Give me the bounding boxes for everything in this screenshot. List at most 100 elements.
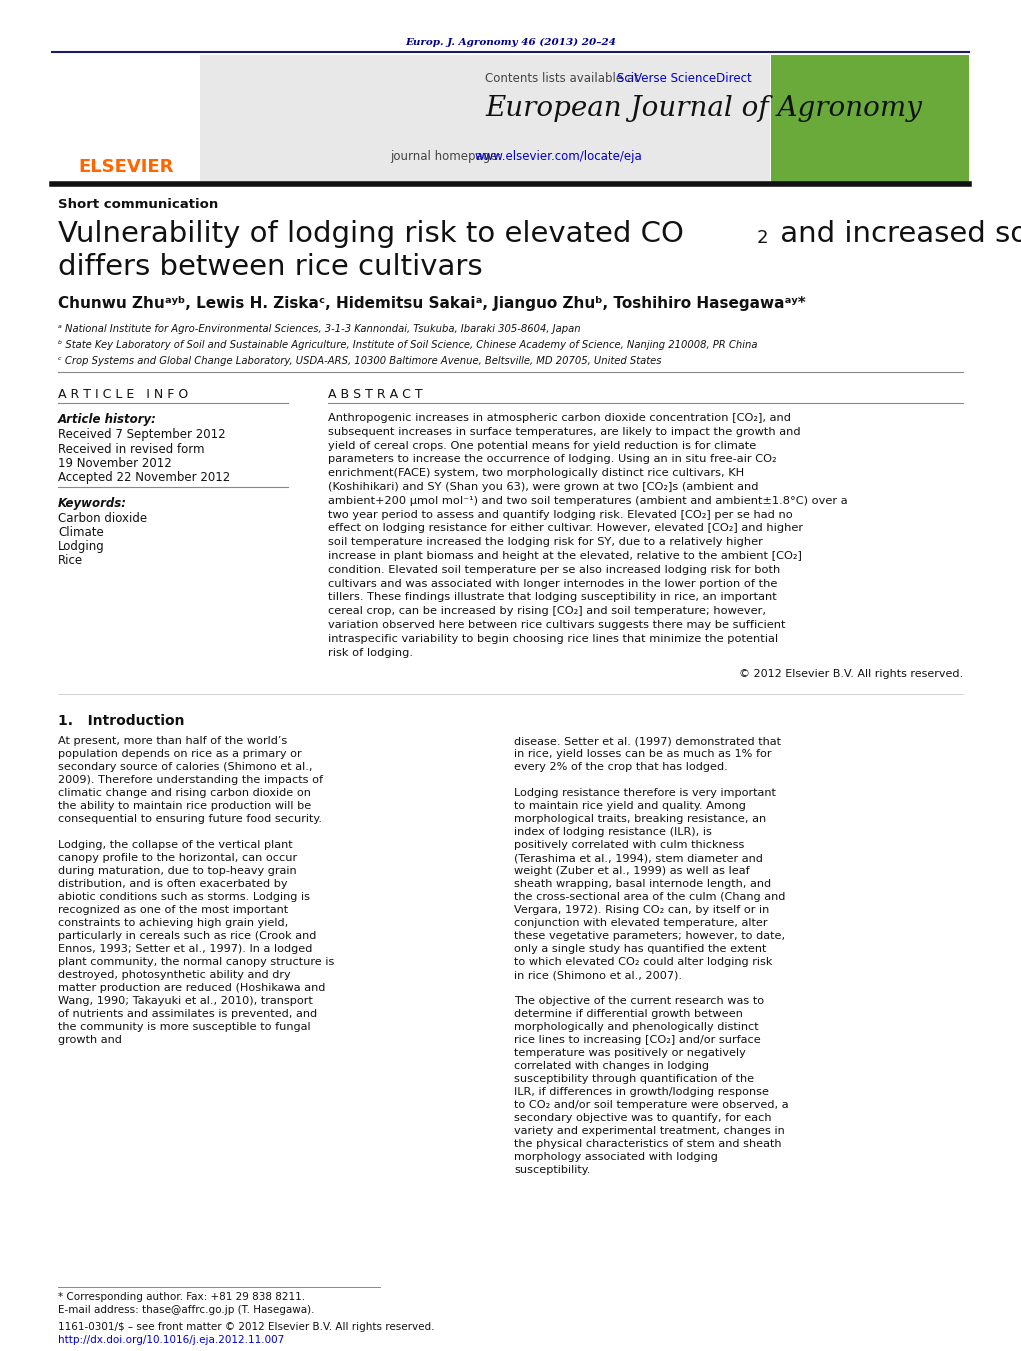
Text: yield of cereal crops. One potential means for yield reduction is for climate: yield of cereal crops. One potential mea… <box>328 440 757 451</box>
Text: two year period to assess and quantify lodging risk. Elevated [CO₂] per se had n: two year period to assess and quantify l… <box>328 509 792 520</box>
Text: ᵃ National Institute for Agro-Environmental Sciences, 3-1-3 Kannondai, Tsukuba, : ᵃ National Institute for Agro-Environmen… <box>58 324 581 334</box>
Text: climatic change and rising carbon dioxide on: climatic change and rising carbon dioxid… <box>58 789 310 798</box>
Text: tillers. These findings illustrate that lodging susceptibility in rice, an impor: tillers. These findings illustrate that … <box>328 592 777 603</box>
Text: European Journal of Agronomy: European Journal of Agronomy <box>485 95 922 122</box>
Text: Ennos, 1993; Setter et al., 1997). In a lodged: Ennos, 1993; Setter et al., 1997). In a … <box>58 944 312 954</box>
Text: and increased soil temperature: and increased soil temperature <box>771 220 1021 249</box>
Text: Contents lists available at: Contents lists available at <box>485 72 642 85</box>
Text: SciVerse ScienceDirect: SciVerse ScienceDirect <box>617 72 751 85</box>
Text: Chunwu Zhuᵃʸᵇ, Lewis H. Ziskaᶜ, Hidemitsu Sakaiᵃ, Jianguo Zhuᵇ, Toshihiro Hasega: Chunwu Zhuᵃʸᵇ, Lewis H. Ziskaᶜ, Hidemits… <box>58 296 806 311</box>
Text: susceptibility.: susceptibility. <box>514 1166 590 1175</box>
Text: 2009). Therefore understanding the impacts of: 2009). Therefore understanding the impac… <box>58 775 323 785</box>
Text: Lodging resistance therefore is very important: Lodging resistance therefore is very imp… <box>514 789 776 798</box>
Text: The objective of the current research was to: The objective of the current research wa… <box>514 997 764 1006</box>
Text: Wang, 1990; Takayuki et al., 2010), transport: Wang, 1990; Takayuki et al., 2010), tran… <box>58 997 312 1006</box>
Text: 1161-0301/$ – see front matter © 2012 Elsevier B.V. All rights reserved.: 1161-0301/$ – see front matter © 2012 El… <box>58 1323 435 1332</box>
Text: enrichment(FACE) system, two morphologically distinct rice cultivars, KH: enrichment(FACE) system, two morphologic… <box>328 469 744 478</box>
Text: in rice (Shimono et al., 2007).: in rice (Shimono et al., 2007). <box>514 970 682 981</box>
Text: to CO₂ and/or soil temperature were observed, a: to CO₂ and/or soil temperature were obse… <box>514 1101 788 1111</box>
Text: canopy profile to the horizontal, can occur: canopy profile to the horizontal, can oc… <box>58 854 297 863</box>
Text: weight (Zuber et al., 1999) as well as leaf: weight (Zuber et al., 1999) as well as l… <box>514 866 749 877</box>
Text: soil temperature increased the lodging risk for SY, due to a relatively higher: soil temperature increased the lodging r… <box>328 538 763 547</box>
Text: morphologically and phenologically distinct: morphologically and phenologically disti… <box>514 1023 759 1032</box>
Text: ᶜ Crop Systems and Global Change Laboratory, USDA-ARS, 10300 Baltimore Avenue, B: ᶜ Crop Systems and Global Change Laborat… <box>58 357 662 366</box>
Text: the ability to maintain rice production will be: the ability to maintain rice production … <box>58 801 311 812</box>
Text: ambient+200 μmol mol⁻¹) and two soil temperatures (ambient and ambient±1.8°C) ov: ambient+200 μmol mol⁻¹) and two soil tem… <box>328 496 847 505</box>
Text: to maintain rice yield and quality. Among: to maintain rice yield and quality. Amon… <box>514 801 746 812</box>
Text: Rice: Rice <box>58 554 83 567</box>
Text: only a single study has quantified the extent: only a single study has quantified the e… <box>514 944 767 954</box>
Text: recognized as one of the most important: recognized as one of the most important <box>58 905 288 916</box>
Text: secondary source of calories (Shimono et al.,: secondary source of calories (Shimono et… <box>58 762 312 773</box>
Text: particularly in cereals such as rice (Crook and: particularly in cereals such as rice (Cr… <box>58 931 317 942</box>
Text: Climate: Climate <box>58 526 104 539</box>
Text: 1.   Introduction: 1. Introduction <box>58 715 185 728</box>
Text: Article history:: Article history: <box>58 413 157 426</box>
Text: the community is more susceptible to fungal: the community is more susceptible to fun… <box>58 1023 310 1032</box>
Text: disease. Setter et al. (1997) demonstrated that: disease. Setter et al. (1997) demonstrat… <box>514 736 781 746</box>
Text: consequential to ensuring future food security.: consequential to ensuring future food se… <box>58 815 322 824</box>
Text: matter production are reduced (Hoshikawa and: matter production are reduced (Hoshikawa… <box>58 984 326 993</box>
Text: ELSEVIER: ELSEVIER <box>79 158 174 176</box>
Text: Vergara, 1972). Rising CO₂ can, by itself or in: Vergara, 1972). Rising CO₂ can, by itsel… <box>514 905 769 916</box>
Text: Received 7 September 2012: Received 7 September 2012 <box>58 428 226 440</box>
Text: Lodging: Lodging <box>58 540 105 553</box>
Text: cereal crop, can be increased by rising [CO₂] and soil temperature; however,: cereal crop, can be increased by rising … <box>328 607 766 616</box>
Text: journal homepage:: journal homepage: <box>390 150 505 163</box>
Text: growth and: growth and <box>58 1035 121 1046</box>
Text: secondary objective was to quantify, for each: secondary objective was to quantify, for… <box>514 1113 772 1124</box>
Text: morphological traits, breaking resistance, an: morphological traits, breaking resistanc… <box>514 815 766 824</box>
Text: plant community, the normal canopy structure is: plant community, the normal canopy struc… <box>58 958 334 967</box>
Text: these vegetative parameters; however, to date,: these vegetative parameters; however, to… <box>514 931 785 942</box>
FancyBboxPatch shape <box>52 55 200 182</box>
Text: temperature was positively or negatively: temperature was positively or negatively <box>514 1048 745 1058</box>
Text: (Terashima et al., 1994), stem diameter and: (Terashima et al., 1994), stem diameter … <box>514 854 763 863</box>
FancyBboxPatch shape <box>771 55 969 182</box>
FancyBboxPatch shape <box>200 55 770 182</box>
Text: A R T I C L E   I N F O: A R T I C L E I N F O <box>58 388 188 401</box>
Text: A B S T R A C T: A B S T R A C T <box>328 388 423 401</box>
Text: constraints to achieving high grain yield,: constraints to achieving high grain yiel… <box>58 919 288 928</box>
Text: (Koshihikari) and SY (Shan you 63), were grown at two [CO₂]s (ambient and: (Koshihikari) and SY (Shan you 63), were… <box>328 482 759 492</box>
Text: variety and experimental treatment, changes in: variety and experimental treatment, chan… <box>514 1127 785 1136</box>
Text: Vulnerability of lodging risk to elevated CO: Vulnerability of lodging risk to elevate… <box>58 220 684 249</box>
Text: correlated with changes in lodging: correlated with changes in lodging <box>514 1062 709 1071</box>
Text: Europ. J. Agronomy 46 (2013) 20–24: Europ. J. Agronomy 46 (2013) 20–24 <box>405 38 617 47</box>
Text: ILR, if differences in growth/lodging response: ILR, if differences in growth/lodging re… <box>514 1088 769 1097</box>
Text: distribution, and is often exacerbated by: distribution, and is often exacerbated b… <box>58 880 288 889</box>
Text: conjunction with elevated temperature, alter: conjunction with elevated temperature, a… <box>514 919 768 928</box>
Text: destroyed, photosynthetic ability and dry: destroyed, photosynthetic ability and dr… <box>58 970 291 981</box>
Text: Accepted 22 November 2012: Accepted 22 November 2012 <box>58 471 231 484</box>
Text: subsequent increases in surface temperatures, are likely to impact the growth an: subsequent increases in surface temperat… <box>328 427 800 436</box>
Text: http://dx.doi.org/10.1016/j.eja.2012.11.007: http://dx.doi.org/10.1016/j.eja.2012.11.… <box>58 1335 284 1346</box>
Text: Lodging, the collapse of the vertical plant: Lodging, the collapse of the vertical pl… <box>58 840 293 850</box>
Text: Short communication: Short communication <box>58 199 218 211</box>
Text: variation observed here between rice cultivars suggests there may be sufficient: variation observed here between rice cul… <box>328 620 785 630</box>
Text: index of lodging resistance (ILR), is: index of lodging resistance (ILR), is <box>514 827 712 838</box>
Text: Carbon dioxide: Carbon dioxide <box>58 512 147 526</box>
Text: of nutrients and assimilates is prevented, and: of nutrients and assimilates is prevente… <box>58 1009 318 1020</box>
Text: to which elevated CO₂ could alter lodging risk: to which elevated CO₂ could alter lodgin… <box>514 958 772 967</box>
Text: condition. Elevated soil temperature per se also increased lodging risk for both: condition. Elevated soil temperature per… <box>328 565 780 574</box>
Text: Received in revised form: Received in revised form <box>58 443 204 457</box>
Text: At present, more than half of the world’s: At present, more than half of the world’… <box>58 736 287 746</box>
Text: 2: 2 <box>757 230 769 247</box>
Text: positively correlated with culm thickness: positively correlated with culm thicknes… <box>514 840 744 850</box>
Text: differs between rice cultivars: differs between rice cultivars <box>58 253 483 281</box>
Text: morphology associated with lodging: morphology associated with lodging <box>514 1152 718 1162</box>
Text: during maturation, due to top-heavy grain: during maturation, due to top-heavy grai… <box>58 866 297 877</box>
Text: the physical characteristics of stem and sheath: the physical characteristics of stem and… <box>514 1139 781 1150</box>
Text: risk of lodging.: risk of lodging. <box>328 647 414 658</box>
Text: Anthropogenic increases in atmospheric carbon dioxide concentration [CO₂], and: Anthropogenic increases in atmospheric c… <box>328 413 791 423</box>
Text: 19 November 2012: 19 November 2012 <box>58 457 172 470</box>
Text: the cross-sectional area of the culm (Chang and: the cross-sectional area of the culm (Ch… <box>514 893 785 902</box>
Text: sheath wrapping, basal internode length, and: sheath wrapping, basal internode length,… <box>514 880 771 889</box>
Text: cultivars and was associated with longer internodes in the lower portion of the: cultivars and was associated with longer… <box>328 578 777 589</box>
Text: © 2012 Elsevier B.V. All rights reserved.: © 2012 Elsevier B.V. All rights reserved… <box>739 669 963 680</box>
Text: www.elsevier.com/locate/eja: www.elsevier.com/locate/eja <box>475 150 642 163</box>
Text: rice lines to increasing [CO₂] and/or surface: rice lines to increasing [CO₂] and/or su… <box>514 1035 761 1046</box>
Text: intraspecific variability to begin choosing rice lines that minimize the potenti: intraspecific variability to begin choos… <box>328 634 778 644</box>
Text: increase in plant biomass and height at the elevated, relative to the ambient [C: increase in plant biomass and height at … <box>328 551 801 561</box>
Text: * Corresponding author. Fax: +81 29 838 8211.: * Corresponding author. Fax: +81 29 838 … <box>58 1292 305 1302</box>
Text: E-mail address: thase@affrc.go.jp (T. Hasegawa).: E-mail address: thase@affrc.go.jp (T. Ha… <box>58 1305 314 1315</box>
